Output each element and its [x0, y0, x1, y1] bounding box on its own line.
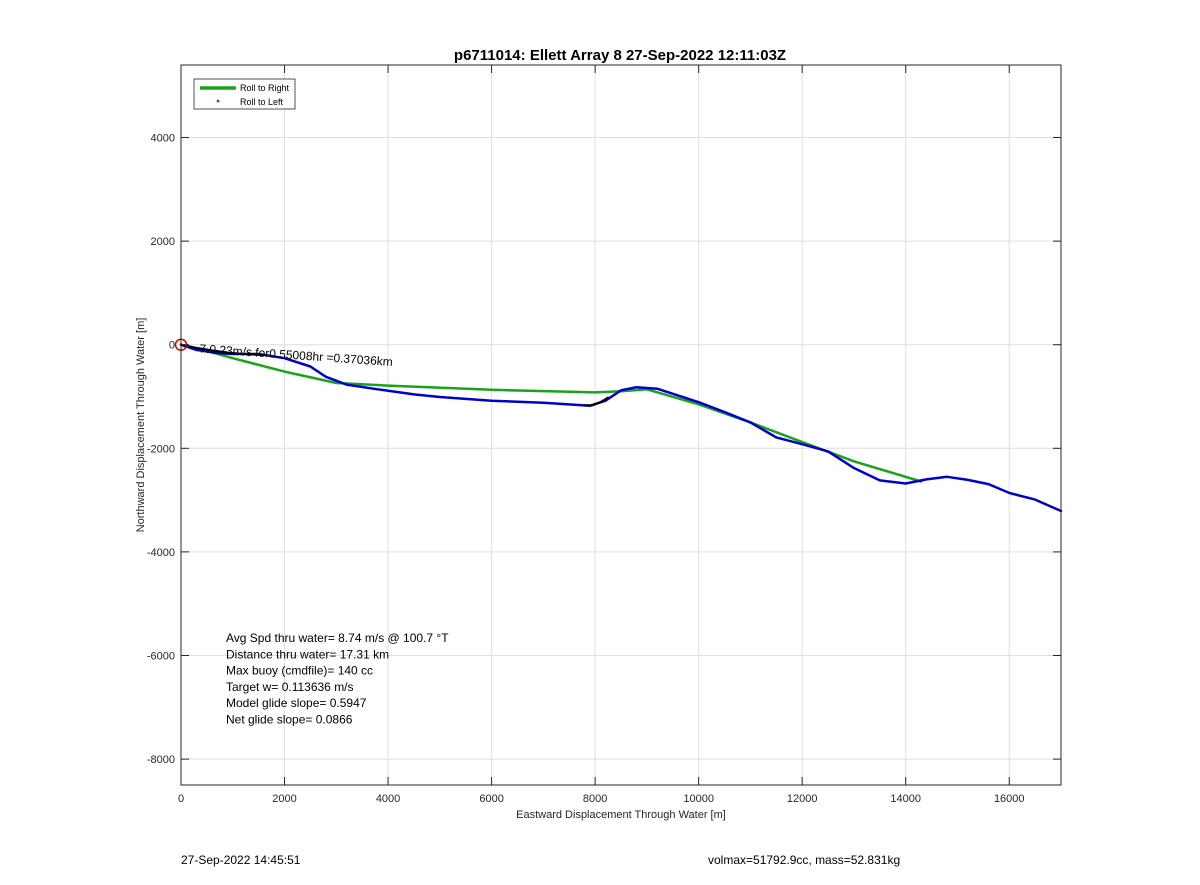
plot-area-frame	[180, 64, 1062, 786]
stats-line: Model glide slope= 0.5947	[226, 696, 367, 710]
x-tick-label: 0	[178, 793, 184, 805]
y-tick-label: -6000	[147, 651, 175, 663]
y-axis-label: Northward Displacement Through Water [m]	[135, 318, 147, 533]
legend-box	[193, 78, 296, 110]
series-line-0	[179, 343, 923, 483]
x-tick-label: 4000	[376, 793, 400, 805]
series-group	[179, 343, 1063, 513]
stats-line: Target w= 0.113636 m/s	[226, 680, 354, 694]
x-tick-label: 6000	[479, 793, 503, 805]
y-tick-label: 2000	[151, 236, 175, 248]
y-tick-label: -8000	[147, 754, 175, 766]
x-tick-label: 14000	[890, 793, 921, 805]
legend-label-roll-left: Roll to Left	[240, 97, 284, 107]
legend: Roll to Right Roll to Left	[193, 78, 296, 110]
grid	[180, 65, 1061, 785]
stats-line: Distance thru water= 17.31 km	[226, 647, 389, 661]
stats-block: Avg Spd thru water= 8.74 m/s @ 100.7 °T D…	[226, 631, 449, 727]
stats-line: Net glide slope= 0.0866	[226, 713, 353, 727]
x-axis-label: Eastward Displacement Through Water [m]	[516, 809, 726, 821]
legend-label-roll-right: Roll to Right	[240, 83, 290, 93]
overlap-label: 7.0.23m/s for0.55008hr =0.37036km	[199, 342, 393, 369]
axis-ticks: 0 2000 4000 6000 8000 10000 12000 14000 16000 -80…	[147, 65, 1061, 805]
x-tick-label: 10000	[683, 793, 714, 805]
x-tick-label: 16000	[994, 793, 1025, 805]
x-tick-label: 8000	[583, 793, 607, 805]
footer-mass-info: volmax=51792.9cc, mass=52.831kg	[708, 853, 901, 867]
y-tick-label: 0	[169, 340, 175, 352]
stats-line: Max buoy (cmdfile)= 140 cc	[226, 664, 373, 678]
footer-timestamp: 27-Sep-2022 14:45:51	[181, 853, 301, 867]
series-line-3	[583, 396, 610, 407]
series-line-1	[179, 343, 1063, 513]
x-tick-label: 12000	[787, 793, 818, 805]
x-tick-label: 2000	[272, 793, 296, 805]
legend-swatch-roll-left	[216, 99, 220, 103]
stats-line: Avg Spd thru water= 8.74 m/s @ 100.7 °T	[226, 631, 449, 645]
series-line-2	[180, 343, 265, 357]
y-tick-label: 4000	[151, 133, 175, 145]
y-tick-label: -4000	[147, 547, 175, 559]
chart-title: p6711014: Ellett Array 8 27-Sep-2022 12:…	[454, 47, 786, 64]
y-tick-label: -2000	[147, 443, 175, 455]
